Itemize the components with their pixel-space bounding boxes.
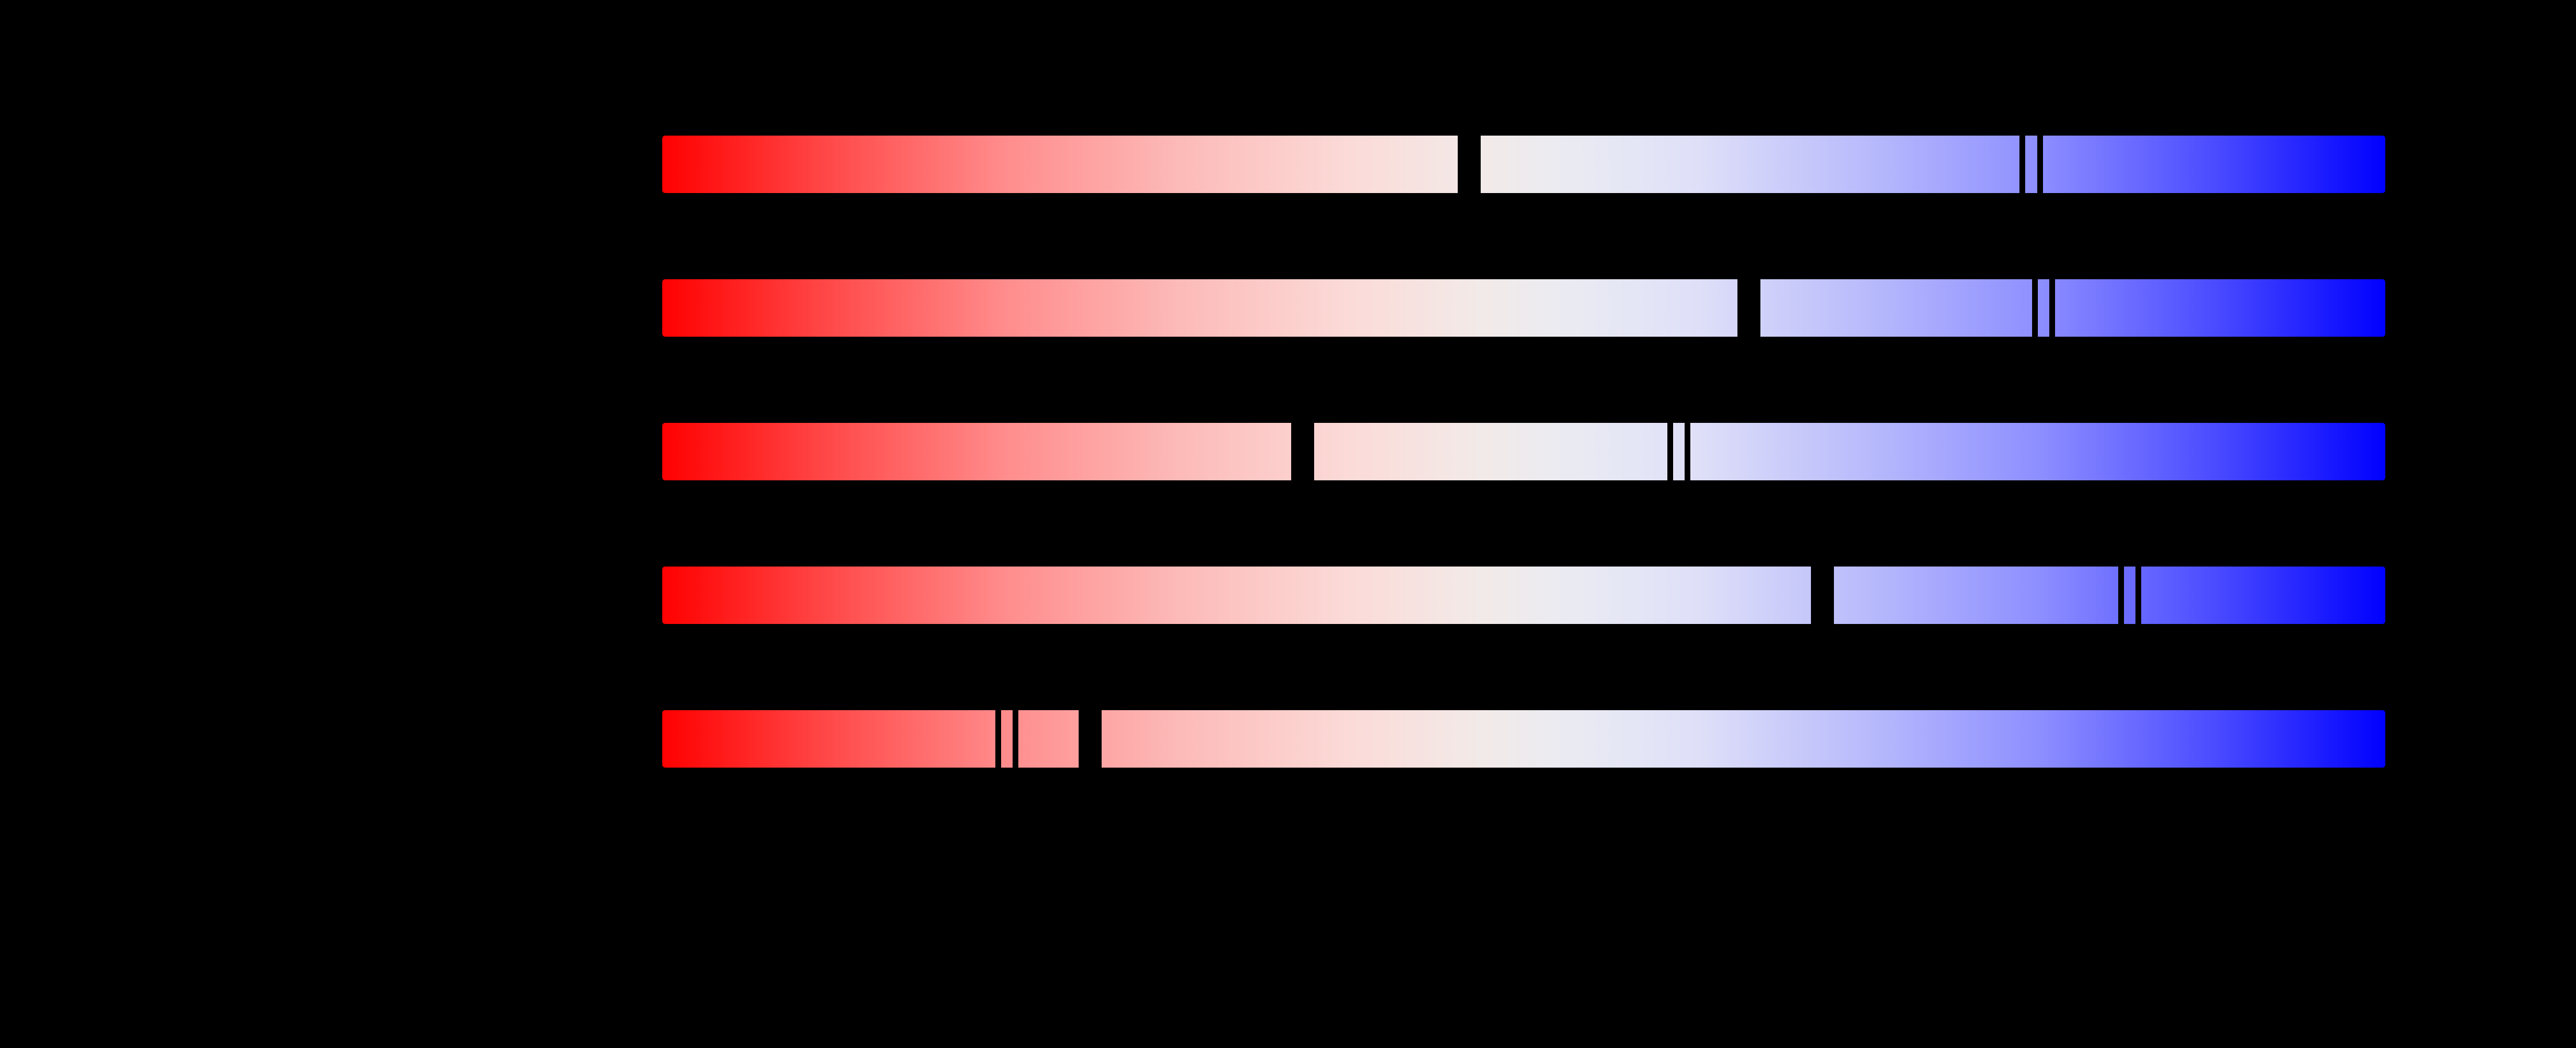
wide-gap-marker — [1737, 279, 1761, 337]
gradient-bar-3 — [662, 422, 2385, 481]
thin-tick-marker — [2019, 135, 2025, 194]
thin-tick-marker — [1685, 422, 1690, 481]
gradient-bar-4 — [662, 566, 2385, 625]
thin-tick-marker — [1013, 710, 1018, 768]
wide-gap-marker — [1291, 422, 1315, 481]
thin-tick-marker — [1667, 422, 1673, 481]
thin-tick-marker — [2037, 135, 2044, 194]
gradient-bar-1 — [662, 135, 2385, 194]
wide-gap-marker — [1810, 566, 1834, 625]
thin-tick-marker — [2135, 566, 2142, 625]
thin-tick-marker — [2118, 566, 2125, 625]
gradient-bar-5 — [662, 710, 2385, 768]
thin-tick-marker — [995, 710, 1001, 768]
wide-gap-marker — [1457, 135, 1481, 194]
wide-gap-marker — [1078, 710, 1102, 768]
thin-tick-marker — [2049, 279, 2056, 337]
thin-tick-marker — [2032, 279, 2038, 337]
gradient-bar-2 — [662, 279, 2385, 337]
